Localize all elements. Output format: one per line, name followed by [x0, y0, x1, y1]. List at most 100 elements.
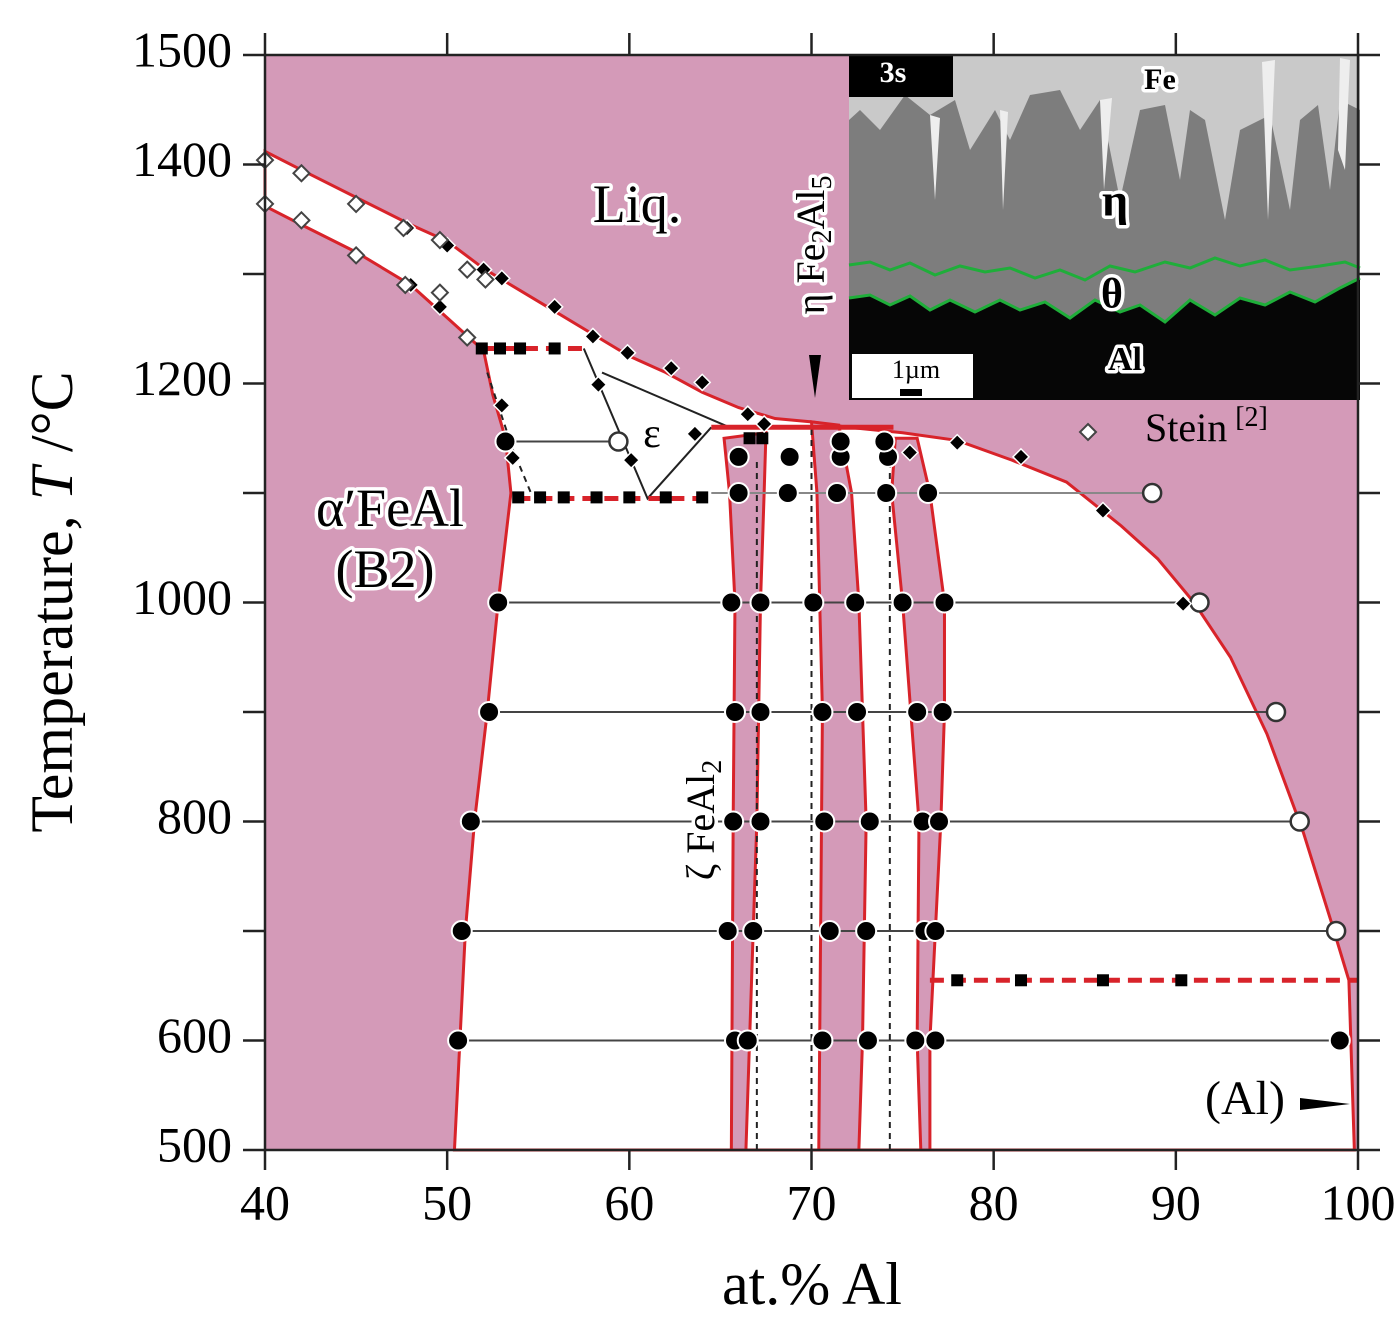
- inset-scale-bar: [900, 389, 922, 396]
- data-point: [951, 974, 963, 986]
- data-point: [591, 491, 603, 503]
- y-tick-label: 1500: [132, 21, 232, 77]
- x-tick-label: 70: [787, 1174, 837, 1230]
- data-point: [925, 921, 945, 941]
- label-part: ε: [643, 411, 661, 457]
- data-point: [756, 432, 768, 444]
- data-point: [452, 921, 472, 941]
- data-point: [743, 921, 763, 941]
- inset-scale-label: 1µm: [892, 355, 940, 384]
- data-point: [803, 593, 823, 613]
- data-point: [476, 342, 488, 354]
- legend-name: Stein: [1145, 405, 1227, 450]
- data-point: [461, 812, 481, 832]
- data-point: [696, 491, 708, 503]
- label-part: at.% Al: [722, 1251, 902, 1317]
- annotation: (Al): [1205, 1072, 1285, 1125]
- label-part: α′FeAl: [316, 478, 464, 538]
- annotation: ε: [643, 411, 661, 457]
- x-tick-label: 60: [604, 1174, 654, 1230]
- annotation: Liq.: [593, 174, 682, 234]
- data-point: [623, 491, 635, 503]
- data-point: [744, 432, 756, 444]
- data-point: [750, 702, 770, 722]
- data-point: [448, 1031, 468, 1051]
- label-part: Al: [788, 190, 833, 230]
- data-point: [512, 491, 524, 503]
- label-part: (B2): [336, 539, 435, 599]
- data-point: [1143, 484, 1161, 502]
- inset-fe-label: Fe: [1144, 63, 1176, 96]
- x-tick-label: 50: [422, 1174, 472, 1230]
- label-part: ζ FeAl: [678, 774, 723, 881]
- data-point: [858, 1031, 878, 1051]
- data-point: [514, 342, 526, 354]
- y-tick-label: 1000: [132, 569, 232, 625]
- annotation: η Fe2Al5: [788, 176, 838, 315]
- data-point: [558, 491, 570, 503]
- data-point: [845, 593, 865, 613]
- data-point: [856, 921, 876, 941]
- data-point: [1015, 974, 1027, 986]
- data-point: [907, 702, 927, 722]
- x-axis-title: at.% Al: [722, 1251, 902, 1317]
- inset-micrograph: 3s Fe η θ Al 1µm: [849, 55, 1360, 400]
- data-point: [929, 812, 949, 832]
- data-point: [812, 702, 832, 722]
- data-point: [820, 921, 840, 941]
- data-point: [729, 447, 749, 467]
- data-point: [738, 1031, 758, 1051]
- data-point: [918, 483, 938, 503]
- data-point: [721, 593, 741, 613]
- data-point: [725, 702, 745, 722]
- data-point: [827, 483, 847, 503]
- data-point: [933, 702, 953, 722]
- label-part: 5: [807, 176, 838, 190]
- data-point: [925, 1031, 945, 1051]
- y-tick-label: 500: [157, 1116, 232, 1172]
- annotation: (B2): [336, 539, 435, 599]
- legend-reference: [2]: [1235, 402, 1268, 433]
- data-point: [905, 1031, 925, 1051]
- inset-time: 3s: [880, 56, 907, 89]
- data-point: [1175, 974, 1187, 986]
- chart: Stein [2] Liq. α′FeAl(B2) ε ζ FeAl2 η Fe2Al5 (…: [0, 0, 1400, 1321]
- data-point: [1327, 922, 1345, 940]
- data-point: [1330, 1031, 1350, 1051]
- data-point: [495, 432, 515, 452]
- x-tick-label: 40: [240, 1174, 290, 1230]
- data-point: [1267, 703, 1285, 721]
- data-point: [831, 432, 851, 452]
- y-tick-label: 600: [157, 1007, 232, 1063]
- inset-al-label: Al: [1108, 341, 1142, 378]
- label-part: /°C: [19, 371, 85, 467]
- data-point: [534, 491, 546, 503]
- data-point: [780, 447, 800, 467]
- y-axis-title: Temperature, T /°C: [19, 371, 85, 832]
- data-point: [778, 483, 798, 503]
- label-part: Liq.: [593, 174, 682, 234]
- data-point: [549, 342, 561, 354]
- y-tick-label: 1200: [132, 350, 232, 406]
- data-point: [934, 593, 954, 613]
- label-part: Temperature,: [19, 500, 85, 832]
- y-tick-label: 800: [157, 788, 232, 844]
- data-point: [609, 433, 627, 451]
- x-tick-label: 90: [1151, 1174, 1201, 1230]
- annotation: α′FeAl: [316, 478, 464, 538]
- data-point: [847, 702, 867, 722]
- x-tick-label: 100: [1321, 1174, 1396, 1230]
- data-point: [860, 812, 880, 832]
- data-point: [750, 593, 770, 613]
- page: {"chart_data": { "type": "scatter", "x_l…: [0, 0, 1400, 1321]
- data-point: [876, 483, 896, 503]
- data-point: [488, 593, 508, 613]
- label-part: 2: [697, 760, 728, 774]
- data-point: [1291, 813, 1309, 831]
- data-point: [718, 921, 738, 941]
- inset-theta-label: θ: [1101, 272, 1123, 318]
- label-part: (Al): [1205, 1072, 1285, 1125]
- inset-eta-label: η: [1102, 175, 1128, 226]
- data-point: [874, 432, 894, 452]
- data-point: [729, 483, 749, 503]
